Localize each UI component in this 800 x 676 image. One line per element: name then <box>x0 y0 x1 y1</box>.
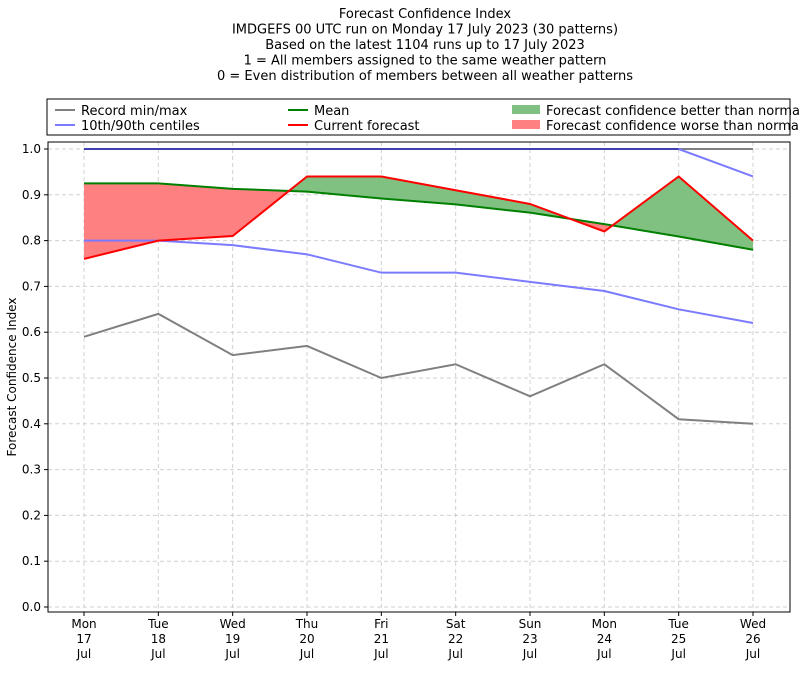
x-tick-label: 23 <box>522 632 537 646</box>
legend-label: 10th/90th centiles <box>81 119 200 134</box>
y-tick-label: 0.4 <box>22 417 41 431</box>
x-tick-label: 25 <box>671 632 686 646</box>
chart-subtitle: Based on the latest 1104 runs up to 17 J… <box>265 38 585 53</box>
x-tick-label: 22 <box>448 632 463 646</box>
legend-label: Forecast confidence worse than normal <box>546 119 800 134</box>
x-tick-label: Jul <box>373 647 388 661</box>
x-tick-label: Jul <box>670 647 685 661</box>
x-tick-label: 24 <box>597 632 612 646</box>
x-tick-label: Tue <box>667 617 689 631</box>
x-tick-label: Jul <box>76 647 91 661</box>
y-tick-label: 0.5 <box>22 371 41 385</box>
x-tick-label: Jul <box>150 647 165 661</box>
x-tick-label: 21 <box>374 632 389 646</box>
y-tick-label: 0.2 <box>22 508 41 522</box>
x-tick-label: 26 <box>745 632 760 646</box>
legend-label: Record min/max <box>81 104 188 119</box>
record-min-line <box>83 312 754 425</box>
x-tick-label: 20 <box>299 632 314 646</box>
chart-subtitle: 1 = All members assigned to the same wea… <box>244 54 607 69</box>
x-tick-label: Jul <box>522 647 537 661</box>
chart-subtitle: IMDGEFS 00 UTC run on Monday 17 July 202… <box>232 23 618 38</box>
x-tick-label: Mon <box>592 617 617 631</box>
x-tick-label: Thu <box>295 617 319 631</box>
y-tick-label: 0.3 <box>22 463 41 477</box>
y-tick-label: 0.7 <box>22 279 41 293</box>
chart-subtitle: 0 = Even distribution of members between… <box>217 69 633 84</box>
mean-line <box>84 182 754 251</box>
legend-label: Current forecast <box>314 119 420 134</box>
chart-title: Forecast Confidence Index <box>339 7 511 22</box>
legend-label: Mean <box>314 104 349 119</box>
x-tick-label: Tue <box>147 617 169 631</box>
y-tick-label: 0.9 <box>22 188 41 202</box>
x-tick-label: Sun <box>519 617 542 631</box>
current-forecast-line <box>83 175 754 260</box>
legend-label: Forecast confidence better than normal <box>546 104 800 119</box>
90th-centile-line <box>84 148 754 178</box>
x-tick-label: Jul <box>299 647 314 661</box>
x-tick-label: Jul <box>447 647 462 661</box>
worse-than-normal-area <box>84 183 753 259</box>
x-tick-label: Fri <box>374 617 388 631</box>
x-tick-label: Mon <box>71 617 96 631</box>
x-tick-label: Jul <box>596 647 611 661</box>
10th-centile-line <box>84 239 754 325</box>
y-axis-label: Forecast Confidence Index <box>5 298 19 457</box>
x-tick-label: Wed <box>740 617 766 631</box>
x-tick-label: 18 <box>151 632 166 646</box>
plot-frame <box>47 141 791 613</box>
x-tick-label: Jul <box>745 647 760 661</box>
x-tick-label: 17 <box>76 632 91 646</box>
y-tick-label: 1.0 <box>22 142 41 156</box>
x-tick-label: Sat <box>446 617 466 631</box>
x-tick-label: 19 <box>225 632 240 646</box>
y-tick-label: 0.0 <box>22 600 41 614</box>
legend-patch-swatch <box>512 105 540 114</box>
y-tick-label: 0.6 <box>22 325 41 339</box>
legend-patch-swatch <box>512 120 540 129</box>
x-tick-label: Jul <box>224 647 239 661</box>
legend-box <box>46 98 791 136</box>
x-tick-label: Wed <box>220 617 246 631</box>
y-tick-label: 0.8 <box>22 234 41 248</box>
y-tick-label: 0.1 <box>22 554 41 568</box>
